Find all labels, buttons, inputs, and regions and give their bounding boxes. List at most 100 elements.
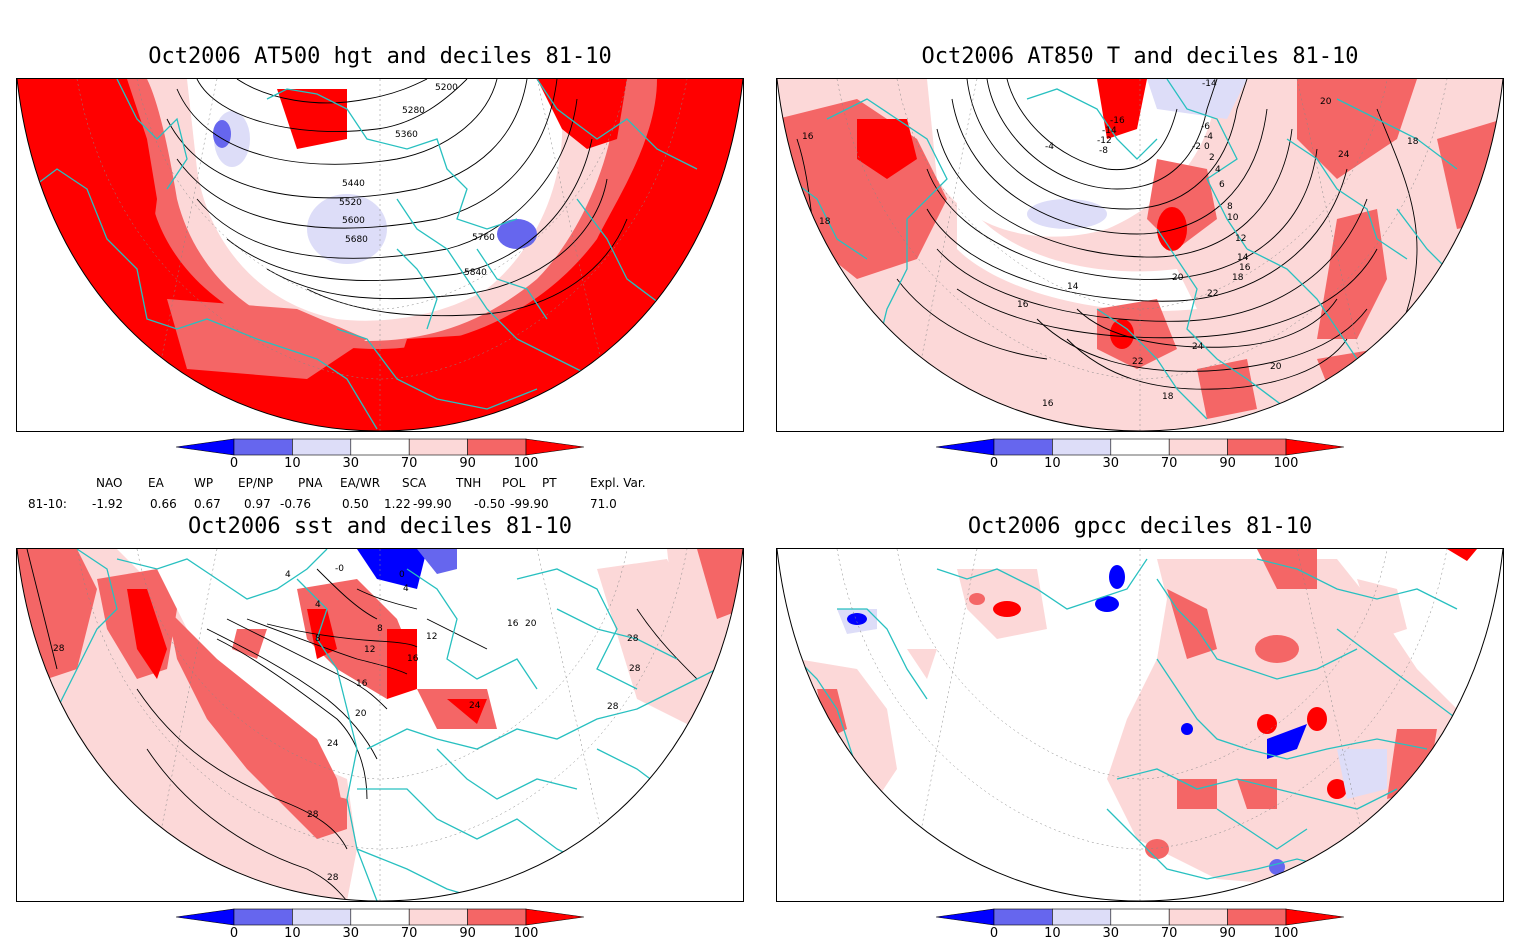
index-value: -99.90 bbox=[510, 497, 549, 511]
colorbar-segment bbox=[1227, 908, 1287, 926]
contour-label: 20 bbox=[525, 619, 537, 629]
contour-label: 12 bbox=[426, 632, 437, 642]
index-value: -99.90 bbox=[413, 497, 452, 511]
contour-label: 16 bbox=[407, 654, 419, 664]
colorbar-labels-gpcc: 0 10 30 70 90 100 bbox=[936, 926, 1344, 942]
colorbar-segment bbox=[408, 908, 468, 926]
contour-label: 4 bbox=[1215, 165, 1221, 175]
colorbar-arrow-high bbox=[525, 438, 584, 456]
contour-label: 20 bbox=[1270, 362, 1282, 372]
colorbar-segment bbox=[292, 438, 352, 456]
contour-label: -4 bbox=[1045, 142, 1054, 152]
contour-label: -8 bbox=[1099, 146, 1108, 156]
colorbar-segment bbox=[467, 438, 527, 456]
index-row-label: 81-10: bbox=[28, 497, 67, 511]
contour-label: -14 bbox=[1102, 126, 1117, 136]
contour-label: 5200 bbox=[435, 83, 458, 93]
colorbar-tick-label: 30 bbox=[342, 456, 360, 471]
index-name: EA/WR bbox=[340, 476, 381, 490]
colorbar-tick-label: 0 bbox=[989, 456, 999, 471]
contour-label: 16 bbox=[507, 619, 519, 629]
colorbar-segment bbox=[233, 908, 293, 926]
contour-label: 24 bbox=[327, 739, 339, 749]
colorbar-segment bbox=[1052, 908, 1112, 926]
contour-label: 4 bbox=[403, 584, 409, 594]
panel-title-z500: Oct2006 AT500 hgt and deciles 81-10 bbox=[148, 44, 612, 69]
index-name: POL bbox=[502, 476, 526, 490]
map-panel-t850: -14 -16 -14 -12 -8 -6 -4 -2 -4 0 2 4 6 8… bbox=[776, 78, 1504, 432]
index-name: PNA bbox=[298, 476, 323, 490]
colorbar-segment bbox=[1227, 438, 1287, 456]
colorbar-tick-label: 10 bbox=[284, 456, 301, 471]
index-name: TNH bbox=[456, 476, 482, 490]
colorbar-segment bbox=[292, 908, 352, 926]
index-value: 0.66 bbox=[150, 497, 177, 511]
colorbar-tick-label: 100 bbox=[1273, 456, 1299, 471]
contour-label: 24 bbox=[1338, 150, 1350, 160]
contour-label: -4 bbox=[1204, 132, 1213, 142]
contour-label: 5440 bbox=[342, 179, 365, 189]
contour-label: 28 bbox=[53, 644, 65, 654]
colorbar-z500 bbox=[176, 438, 584, 456]
colorbar-tick-label: 90 bbox=[1219, 926, 1236, 941]
index-value: 0.67 bbox=[194, 497, 221, 511]
colorbar-tick-label: 90 bbox=[459, 926, 476, 941]
colorbar-segment bbox=[1110, 438, 1170, 456]
contour-label: 14 bbox=[1067, 282, 1079, 292]
contour-label: -16 bbox=[1110, 116, 1125, 126]
colorbar-tick-label: 100 bbox=[513, 926, 539, 941]
index-value-row: 81-10: -1.92 0.66 0.67 0.97 -0.76 0.50 1… bbox=[0, 497, 760, 513]
contour-label: 5280 bbox=[402, 106, 425, 116]
index-name: EA bbox=[148, 476, 164, 490]
index-name: NAO bbox=[96, 476, 123, 490]
contour-label: 22 bbox=[1132, 357, 1143, 367]
colorbar-segment bbox=[467, 908, 527, 926]
colorbar-segment bbox=[1168, 908, 1228, 926]
contour-label: 20 bbox=[355, 709, 367, 719]
panel-title-sst: Oct2006 sst and deciles 81-10 bbox=[187, 514, 573, 539]
index-value: 0.97 bbox=[244, 497, 271, 511]
colorbar-arrow-high bbox=[1285, 908, 1344, 926]
colorbar-tick-label: 30 bbox=[1102, 926, 1120, 941]
colorbar-segment bbox=[408, 438, 468, 456]
colorbar-tick-label: 100 bbox=[513, 456, 539, 471]
contour-label: 20 bbox=[1172, 273, 1184, 283]
contour-label: 24 bbox=[1192, 342, 1204, 352]
contour-label: -14 bbox=[1202, 79, 1217, 89]
contour-label: 0 bbox=[399, 570, 405, 580]
colorbar-gpcc bbox=[936, 908, 1344, 926]
contour-label: 4 bbox=[315, 600, 321, 610]
contour-label: -6 bbox=[1201, 122, 1210, 132]
index-name: EP/NP bbox=[238, 476, 274, 490]
colorbar-arrow-low bbox=[176, 908, 235, 926]
contour-label: 20 bbox=[1320, 97, 1332, 107]
index-name: Expl. Var. bbox=[590, 476, 646, 490]
colorbar-segment bbox=[1168, 438, 1228, 456]
contour-label: 2 bbox=[1209, 153, 1215, 163]
colorbar-tick-label: 90 bbox=[1219, 456, 1236, 471]
colorbar-tick-label: 100 bbox=[1273, 926, 1299, 941]
contour-label: 28 bbox=[627, 634, 639, 644]
colorbar-arrow-low bbox=[176, 438, 235, 456]
colorbar-tick-label: 0 bbox=[989, 926, 999, 941]
index-name: SCA bbox=[402, 476, 427, 490]
contour-label: 28 bbox=[629, 664, 641, 674]
map-panel-z500: 5200 5280 5360 5440 5520 5600 5680 5760 … bbox=[16, 78, 744, 432]
contour-label: 6 bbox=[1219, 180, 1225, 190]
contour-label: 8 bbox=[1227, 202, 1233, 212]
contour-label: 28 bbox=[327, 873, 339, 883]
contour-label: 22 bbox=[1207, 289, 1218, 299]
contour-label: 4 bbox=[285, 570, 291, 580]
index-value: -0.76 bbox=[280, 497, 312, 511]
colorbar-labels-sst: 0 10 30 70 90 100 bbox=[176, 926, 584, 942]
contour-label: 28 bbox=[307, 810, 319, 820]
colorbar-tick-label: 90 bbox=[459, 456, 476, 471]
colorbar-tick-label: 70 bbox=[400, 926, 418, 941]
colorbar-tick-label: 30 bbox=[342, 926, 360, 941]
contour-label: 10 bbox=[1227, 213, 1239, 223]
contour-label: 0 bbox=[1204, 142, 1210, 152]
colorbar-t850 bbox=[936, 438, 1344, 456]
index-header-row: NAO EA WP EP/NP PNA EA/WR SCA TNH POL PT… bbox=[0, 476, 760, 492]
colorbar-tick-label: 0 bbox=[229, 926, 239, 941]
colorbar-sst bbox=[176, 908, 584, 926]
